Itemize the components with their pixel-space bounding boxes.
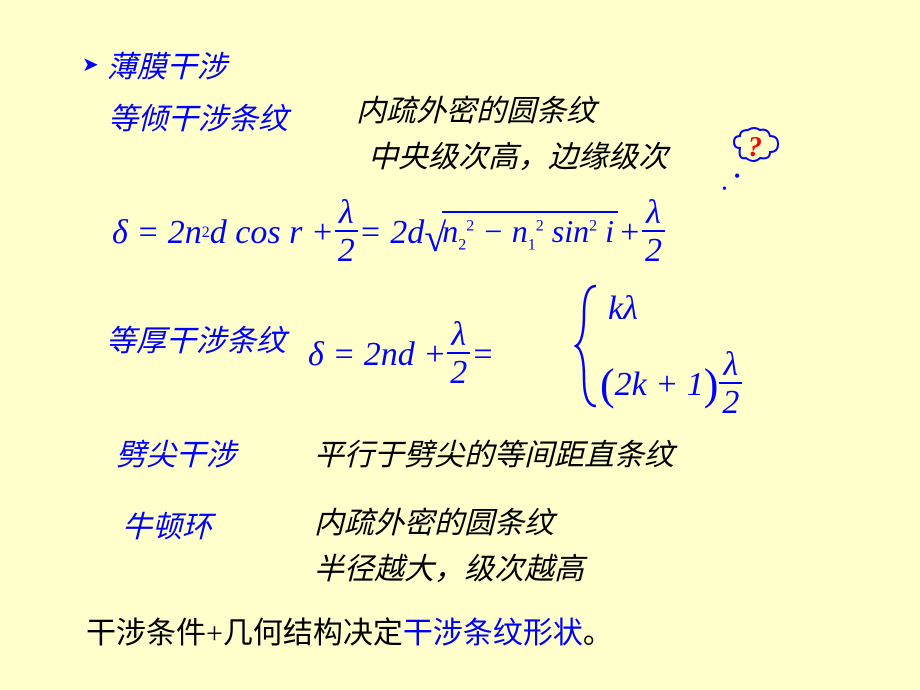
f1-frac2-num: λ [642,196,665,232]
f1-plus: + [618,214,641,252]
brace-icon [574,282,602,410]
item1-label: 等倾干涉条纹 [108,94,288,138]
header-line: ➤ 薄膜干涉 [82,42,227,86]
f2-frac-den: 2 [446,354,471,391]
f1-frac1: λ 2 [334,196,359,269]
cloud-dot-2: • [722,182,727,198]
bullet-icon: ➤ [82,52,99,77]
f1-frac2: λ 2 [641,196,666,269]
f1-dcosr: d cos r + [210,214,334,252]
f1-n2-sub: 2 [202,224,210,242]
item1-desc1: 内疏外密的圆条纹 [356,86,596,130]
bottom-p3: 。 [583,617,613,650]
f2-c2-num: λ [719,348,742,384]
bottom-p1: 干涉条件+几何结构决定 [86,617,403,650]
f2-frac-num: λ [447,318,470,354]
item4-desc1: 内疏外密的圆条纹 [314,498,554,542]
f2-case2-frac: λ 2 [718,348,743,421]
f1-frac1-den: 2 [334,232,359,269]
formula-equal-inclination: δ = 2n 2 d cos r + λ 2 = 2d √ n22 − n12 … [112,196,666,269]
formula-equal-thickness-left: δ = 2nd + λ 2 = [308,318,494,391]
f2-lparen: ( [600,359,615,410]
f1-sqrt: √ n22 − n12 sin2 i [424,211,618,254]
f1-eq2d: = 2d [359,214,424,252]
bottom-summary: 干涉条件+几何结构决定干涉条纹形状。 [86,608,613,652]
f2-case1: kλ [608,290,638,328]
f2-rparen: ) [704,359,719,410]
item2-label: 等厚干涉条纹 [106,316,286,360]
f2-case2: ( 2k + 1 ) λ 2 [600,348,743,421]
bottom-p2: 干涉条纹形状 [403,617,583,650]
f2-case2-body: 2k + 1 [615,366,704,404]
header-title: 薄膜干涉 [107,42,227,86]
f1-frac2-den: 2 [641,232,666,269]
question-mark: ? [748,132,762,164]
f2-delta: δ = 2nd + [308,336,446,374]
cloud-dot-1: • [734,166,740,187]
item3-desc: 平行于劈尖的等间距直条纹 [314,430,674,474]
f1-frac1-num: λ [335,196,358,232]
item1-desc2: 中央级次高，边缘级次 [368,132,668,176]
f2-frac: λ 2 [446,318,471,391]
item3-label: 劈尖干涉 [116,430,236,474]
item4-desc2: 半径越大，级次越高 [314,544,584,588]
item4-label: 牛顿环 [122,502,212,546]
f1-delta: δ = 2n [112,214,202,252]
f2-eq: = [471,336,494,374]
f2-c2-den: 2 [718,384,743,421]
